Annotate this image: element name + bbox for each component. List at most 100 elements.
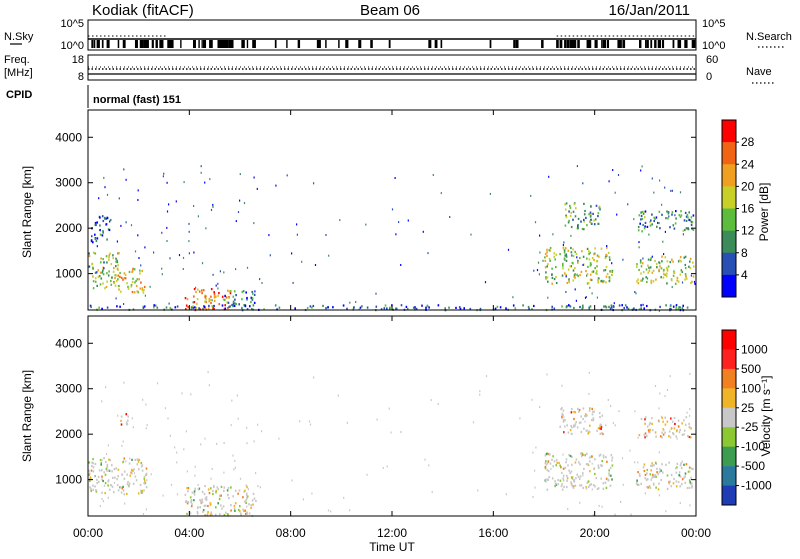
speckle-cell bbox=[386, 465, 388, 468]
speckle-cell bbox=[217, 287, 219, 290]
noise-spike bbox=[219, 40, 222, 48]
scatter-cell bbox=[640, 279, 642, 282]
scatter-cell bbox=[693, 265, 695, 268]
scatter-cell bbox=[683, 433, 685, 436]
scatter-cell bbox=[635, 482, 638, 485]
scatter-cell bbox=[603, 269, 605, 272]
speckle-cell bbox=[124, 502, 126, 505]
scatter-cell bbox=[677, 280, 680, 283]
scatter-cell bbox=[120, 491, 123, 494]
scatter-cell bbox=[596, 487, 599, 490]
scatter-cell bbox=[669, 480, 671, 483]
scatter-cell bbox=[555, 275, 557, 279]
speckle-cell bbox=[422, 230, 424, 233]
noise-spike bbox=[622, 40, 626, 48]
scatter-cell bbox=[217, 294, 219, 297]
scatter-cell bbox=[252, 292, 254, 295]
scatter-cell bbox=[589, 251, 591, 254]
scatter-cell bbox=[94, 462, 97, 466]
scatter-cell bbox=[574, 411, 577, 414]
speckle-cell bbox=[390, 431, 392, 434]
speckle-cell bbox=[608, 180, 610, 183]
scatter-cell bbox=[687, 228, 690, 231]
speckle-cell bbox=[622, 258, 624, 261]
speckle-cell bbox=[477, 489, 479, 492]
scatter-cell bbox=[232, 302, 235, 305]
scatter-cell bbox=[222, 298, 225, 301]
scatter-cell bbox=[574, 461, 577, 464]
scatter-cell bbox=[555, 459, 558, 462]
scatter-cell bbox=[670, 427, 673, 430]
x-tick-label: 00:00 bbox=[681, 526, 711, 540]
scatter-cell bbox=[127, 419, 129, 422]
scatter-cell bbox=[678, 471, 681, 474]
speckle-cell bbox=[215, 284, 217, 287]
speckle-cell bbox=[255, 472, 257, 475]
scatter-cell bbox=[644, 473, 647, 476]
scatter-cell bbox=[224, 298, 226, 301]
colorbar-tick-label: -1000 bbox=[741, 479, 772, 493]
scatter-cell bbox=[141, 491, 144, 494]
colorbar-segment bbox=[722, 186, 736, 209]
y-tick-label: 4000 bbox=[55, 130, 82, 144]
scatter-cell bbox=[659, 468, 661, 471]
scatter-cell bbox=[126, 483, 129, 486]
x-tick-label: 00:00 bbox=[73, 526, 103, 540]
scatter-cell bbox=[643, 307, 645, 310]
scatter-cell bbox=[244, 305, 247, 308]
scatter-cell bbox=[606, 460, 608, 463]
speckle-cell bbox=[99, 505, 101, 508]
speckle-cell bbox=[653, 191, 655, 194]
scatter-cell bbox=[131, 280, 134, 284]
scatter-cell bbox=[666, 210, 668, 213]
scatter-cell bbox=[644, 477, 647, 480]
scatter-cell bbox=[578, 408, 581, 412]
speckle-cell bbox=[286, 174, 288, 177]
scatter-cell bbox=[499, 306, 502, 309]
scatter-cell bbox=[185, 308, 187, 311]
scatter-cell bbox=[591, 455, 593, 458]
speckle-cell bbox=[188, 230, 190, 233]
scatter-cell bbox=[606, 272, 609, 276]
scatter-cell bbox=[128, 270, 131, 273]
scatter-cell bbox=[106, 463, 109, 466]
scatter-cell bbox=[107, 484, 109, 487]
scatter-cell bbox=[92, 266, 94, 269]
scatter-cell bbox=[601, 432, 603, 435]
noise-spike bbox=[98, 40, 100, 48]
speckle-cell bbox=[440, 192, 442, 195]
speckle-cell bbox=[188, 240, 190, 243]
scatter-cell bbox=[246, 512, 248, 515]
scatter-cell bbox=[580, 270, 583, 273]
scatter-cell bbox=[662, 276, 665, 279]
speckle-cell bbox=[216, 442, 218, 445]
x-tick-label: 04:00 bbox=[174, 526, 204, 540]
scatter-cell bbox=[103, 457, 105, 460]
scatter-cell bbox=[648, 266, 650, 269]
scatter-cell bbox=[100, 261, 102, 264]
scatter-cell bbox=[579, 305, 581, 309]
scatter-cell bbox=[599, 453, 602, 456]
scatter-cell bbox=[551, 305, 553, 308]
scatter-cell bbox=[571, 455, 573, 458]
speckle-cell bbox=[123, 381, 125, 384]
noise-spike bbox=[107, 40, 110, 48]
scatter-cell bbox=[108, 256, 110, 259]
scatter-cell bbox=[686, 486, 689, 490]
scatter-cell bbox=[610, 304, 613, 307]
scatter-cell bbox=[646, 472, 648, 475]
scatter-cell bbox=[642, 212, 645, 215]
scatter-cell bbox=[203, 504, 206, 507]
scatter-cell bbox=[564, 466, 567, 469]
scatter-cell bbox=[605, 477, 608, 480]
scatter-cell bbox=[642, 277, 644, 280]
scatter-cell bbox=[200, 502, 203, 505]
scatter-cell bbox=[463, 307, 465, 310]
scatter-cell bbox=[675, 471, 678, 474]
scatter-cell bbox=[133, 468, 135, 471]
nave-tick-top: 60 bbox=[706, 54, 718, 66]
speckle-cell bbox=[637, 461, 639, 464]
scatter-cell bbox=[140, 489, 142, 492]
scatter-cell bbox=[592, 270, 595, 273]
scatter-cell bbox=[592, 410, 594, 413]
